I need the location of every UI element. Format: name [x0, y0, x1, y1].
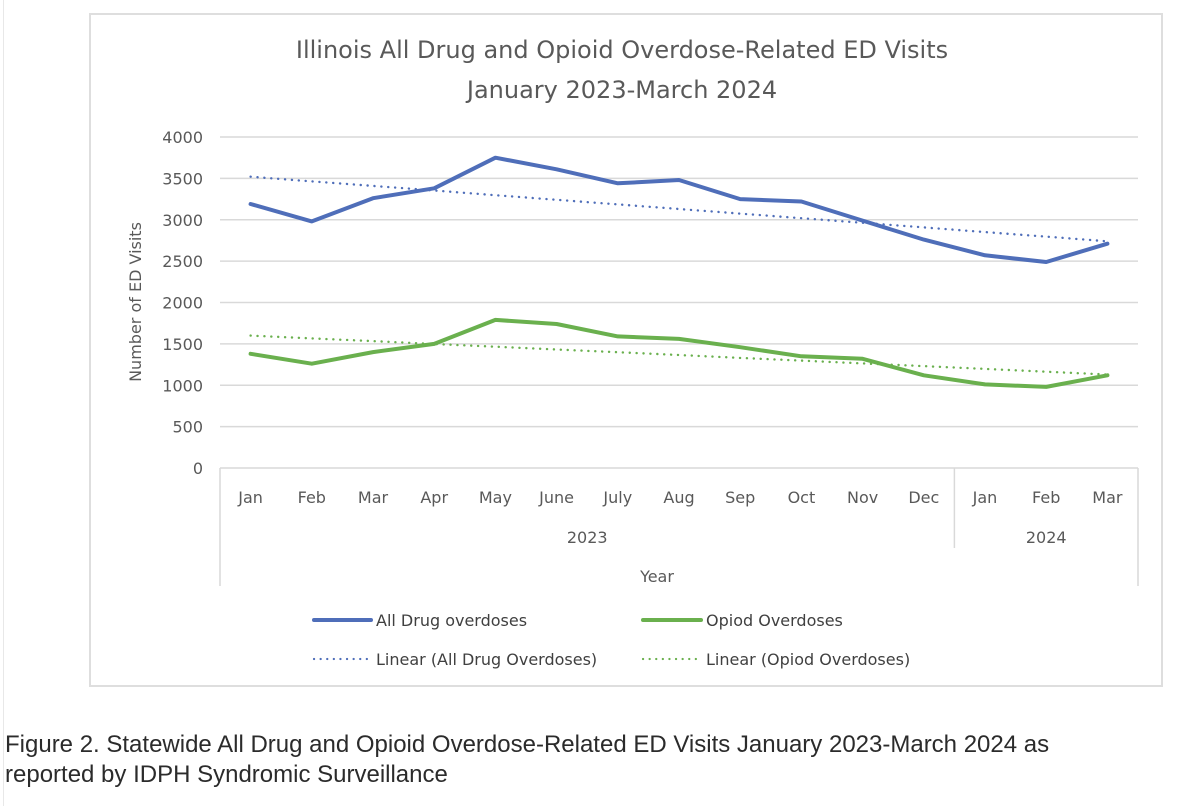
y-tick-label: 2000 — [162, 294, 203, 313]
legend-label-all-drug: All Drug overdoses — [376, 611, 527, 630]
legend-label-opioid: Opiod Overdoses — [706, 611, 843, 630]
x-tick-label: Sep — [725, 488, 755, 507]
x-tick-label: Nov — [847, 488, 878, 507]
x-axis-label: Year — [639, 567, 674, 586]
y-tick-label: 3500 — [162, 169, 203, 188]
legend-label-linear-opioid: Linear (Opiod Overdoses) — [706, 650, 910, 669]
series-line-opioid — [248, 317, 1110, 389]
series-lines — [248, 155, 1110, 389]
x-tick-label: May — [479, 488, 512, 507]
y-tick-label: 0 — [193, 459, 203, 478]
x-tick-label: Jan — [972, 488, 998, 507]
series-line-all-drug — [248, 155, 1110, 264]
y-axis-label: Number of ED Visits — [126, 222, 145, 382]
x-tick-label: Dec — [908, 488, 939, 507]
x-tick-label: Mar — [1092, 488, 1123, 507]
x-tick-label: Apr — [420, 488, 448, 507]
legend: All Drug overdoses Opiod Overdoses Linea… — [312, 611, 910, 669]
legend-item-linear-all-drug: Linear (All Drug Overdoses) — [312, 650, 597, 669]
legend-item-opioid: Opiod Overdoses — [641, 611, 843, 630]
x-tick-label: June — [538, 488, 574, 507]
chart-title-line-1: Illinois All Drug and Opioid Overdose-Re… — [296, 36, 948, 64]
figure-caption: Figure 2. Statewide All Drug and Opioid … — [5, 730, 1200, 790]
x-tick-label: Feb — [298, 488, 326, 507]
y-axis-ticks: 0 500 1000 1500 2000 2500 3000 3500 4000 — [162, 128, 203, 478]
x-tick-label: Mar — [358, 488, 389, 507]
caption-line-2: reported by IDPH Syndromic Surveillance — [5, 761, 448, 788]
page-edge — [3, 0, 4, 806]
legend-item-linear-opioid: Linear (Opiod Overdoses) — [641, 650, 910, 669]
y-tick-label: 1500 — [162, 335, 203, 354]
x-group-label: 2023 — [567, 528, 608, 547]
y-tick-label: 1000 — [162, 376, 203, 395]
x-tick-label: Jan — [237, 488, 263, 507]
chart-frame — [89, 13, 1163, 687]
caption-line-1: Figure 2. Statewide All Drug and Opioid … — [5, 731, 1050, 758]
y-tick-label: 4000 — [162, 128, 203, 147]
x-tick-label: Oct — [788, 488, 816, 507]
y-tick-label: 500 — [172, 418, 203, 437]
x-tick-label: Feb — [1032, 488, 1060, 507]
trendline-opioid — [249, 334, 1109, 376]
y-tick-label: 3000 — [162, 211, 203, 230]
x-group-label: 2024 — [1026, 528, 1067, 547]
legend-label-linear-all-drug: Linear (All Drug Overdoses) — [376, 650, 597, 669]
x-tick-label: July — [602, 488, 632, 507]
x-tick-label: Aug — [663, 488, 694, 507]
legend-item-all-drug: All Drug overdoses — [312, 611, 527, 630]
y-tick-label: 2500 — [162, 252, 203, 271]
trendline-all-drug — [249, 175, 1109, 243]
x-axis: Jan Feb Mar Apr May June July Aug Sep Oct Nov Dec Ja… — [219, 467, 1139, 586]
chart-title-line-2: January 2023-March 2024 — [465, 76, 777, 104]
